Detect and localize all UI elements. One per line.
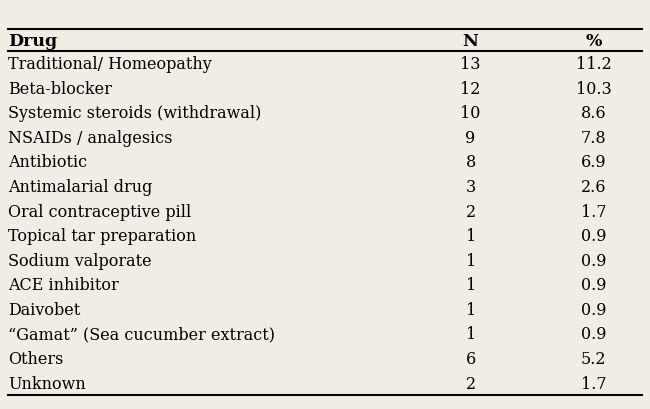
Text: “Gamat” (Sea cucumber extract): “Gamat” (Sea cucumber extract) [8, 326, 275, 343]
Text: Oral contraceptive pill: Oral contraceptive pill [8, 203, 191, 220]
Text: Topical tar preparation: Topical tar preparation [8, 227, 196, 245]
Text: Systemic steroids (withdrawal): Systemic steroids (withdrawal) [8, 105, 261, 122]
Text: 6: 6 [465, 350, 476, 367]
Text: Traditional/ Homeopathy: Traditional/ Homeopathy [8, 56, 212, 73]
Text: 2.6: 2.6 [581, 179, 606, 196]
Text: 0.9: 0.9 [581, 276, 606, 294]
Text: 1: 1 [465, 252, 476, 269]
Text: 1.7: 1.7 [581, 203, 606, 220]
Text: 11.2: 11.2 [576, 56, 612, 73]
Text: 8.6: 8.6 [581, 105, 606, 122]
Text: 10: 10 [460, 105, 481, 122]
Text: 0.9: 0.9 [581, 227, 606, 245]
Text: NSAIDs / analgesics: NSAIDs / analgesics [8, 130, 172, 146]
Text: 0.9: 0.9 [581, 252, 606, 269]
Text: 1: 1 [465, 276, 476, 294]
Text: Daivobet: Daivobet [8, 301, 80, 318]
Text: 7.8: 7.8 [581, 130, 606, 146]
Text: Others: Others [8, 350, 63, 367]
Text: 13: 13 [460, 56, 481, 73]
Text: 1.7: 1.7 [581, 375, 606, 392]
Text: 0.9: 0.9 [581, 301, 606, 318]
Text: 1: 1 [465, 326, 476, 343]
Text: Sodium valporate: Sodium valporate [8, 252, 151, 269]
Text: Antimalarial drug: Antimalarial drug [8, 179, 152, 196]
Text: 1: 1 [465, 227, 476, 245]
Text: 12: 12 [460, 81, 481, 97]
Text: 8: 8 [465, 154, 476, 171]
Text: N: N [463, 32, 478, 49]
Text: 10.3: 10.3 [576, 81, 612, 97]
Text: 2: 2 [465, 203, 476, 220]
Text: %: % [586, 32, 602, 49]
Text: 1: 1 [465, 301, 476, 318]
Text: 9: 9 [465, 130, 476, 146]
Text: Drug: Drug [8, 32, 57, 49]
Text: 6.9: 6.9 [581, 154, 606, 171]
Text: 2: 2 [465, 375, 476, 392]
Text: ACE inhibitor: ACE inhibitor [8, 276, 118, 294]
Text: 0.9: 0.9 [581, 326, 606, 343]
Text: Unknown: Unknown [8, 375, 86, 392]
Text: Antibiotic: Antibiotic [8, 154, 87, 171]
Text: 3: 3 [465, 179, 476, 196]
Text: 5.2: 5.2 [581, 350, 606, 367]
Text: Beta-blocker: Beta-blocker [8, 81, 112, 97]
